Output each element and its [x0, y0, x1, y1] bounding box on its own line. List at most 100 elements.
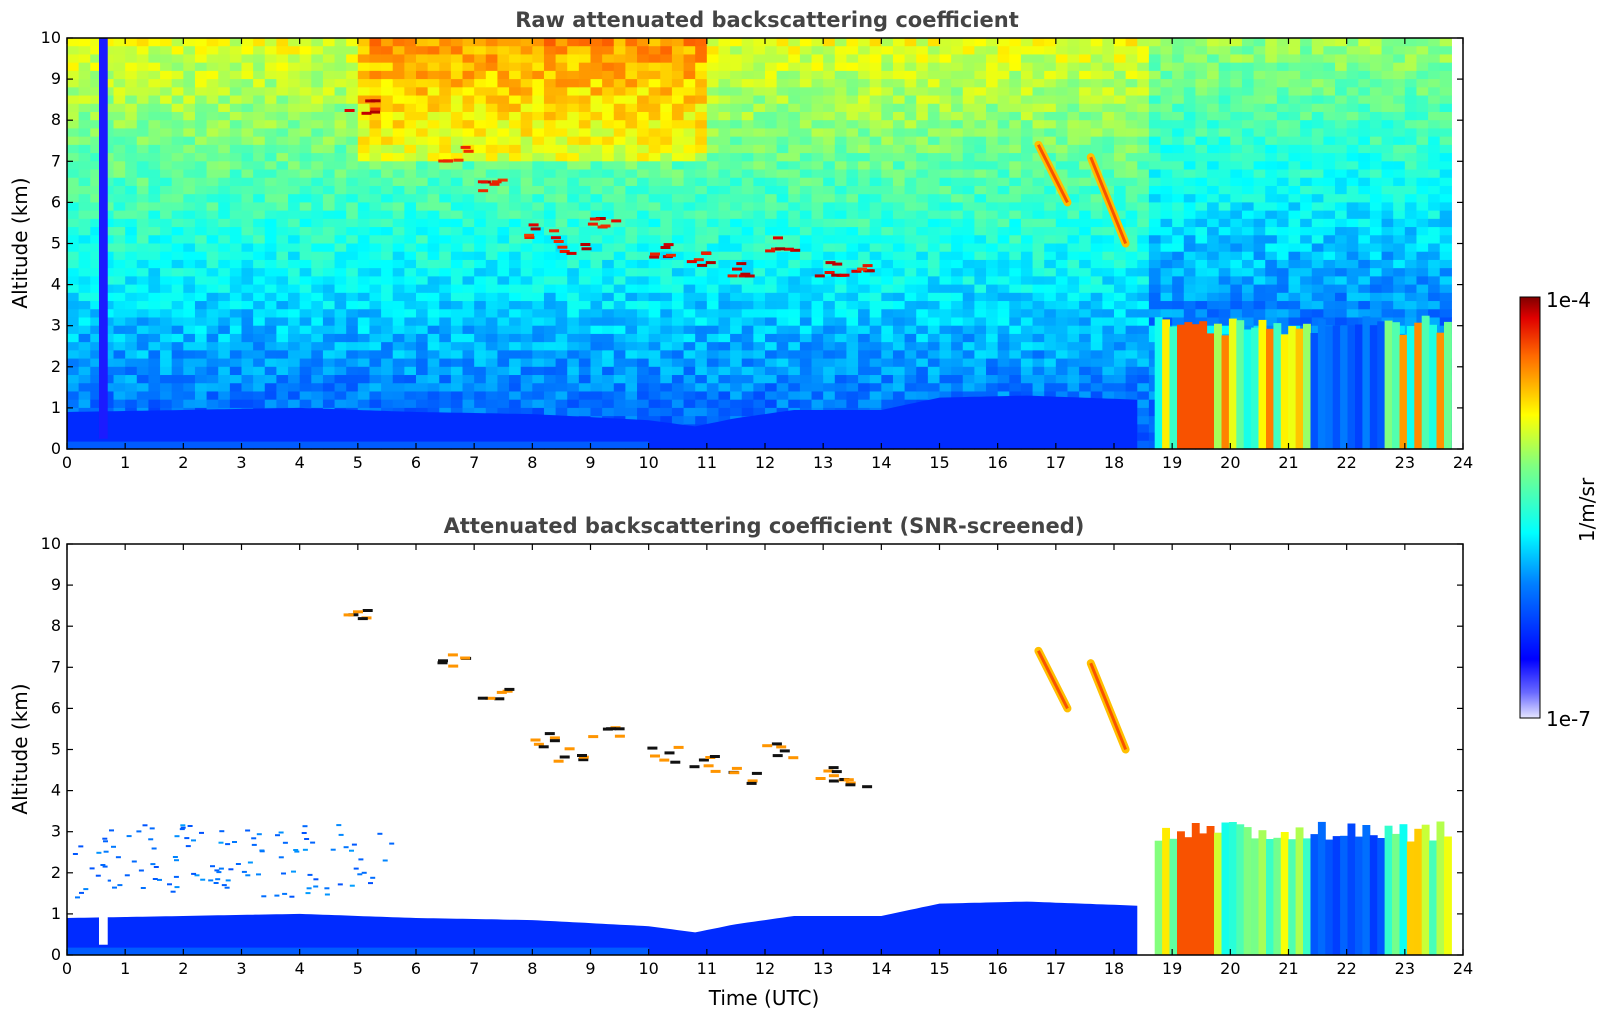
noise-cell [613, 120, 626, 130]
noise-cell [613, 243, 626, 253]
noise-cell [439, 350, 452, 360]
noise-cell [671, 144, 685, 154]
noise-cell [927, 95, 941, 105]
noise-cell [567, 301, 580, 310]
noise-cell [67, 268, 80, 277]
noise-cell [753, 301, 766, 310]
noise-cell [637, 46, 650, 56]
noise-cell [322, 375, 336, 384]
noise-cell [1114, 79, 1127, 88]
noise-cell [1137, 424, 1150, 434]
noise-cell [858, 317, 871, 327]
noise-cell [160, 342, 173, 351]
noise-cell [753, 120, 766, 130]
noise-cell [718, 120, 731, 130]
noise-cell [753, 251, 766, 261]
noise-cell [171, 202, 184, 212]
noise-cell [520, 292, 533, 302]
noise-cell [1183, 276, 1197, 286]
noise-cell [602, 407, 615, 417]
noise-cell [392, 161, 405, 171]
noise-cell [334, 342, 347, 351]
noise-cell [916, 218, 929, 228]
noise-cell [695, 342, 708, 351]
noise-cell [392, 95, 405, 105]
noise-cell [718, 317, 731, 327]
noise-cell [939, 120, 952, 130]
noise-cell [160, 128, 173, 138]
noise-cell [439, 391, 452, 401]
noise-cell [1067, 161, 1080, 171]
noise-cell [369, 46, 382, 56]
noise-cell [381, 251, 394, 261]
noise-cell [1102, 383, 1115, 393]
noise-cell [206, 235, 219, 245]
noise-cell [416, 202, 429, 212]
noise-cell [1020, 301, 1034, 310]
noise-cell [602, 325, 615, 335]
noise-cell [834, 177, 848, 187]
noise-cell [67, 383, 80, 393]
noise-cell [916, 103, 929, 113]
noise-cell [997, 202, 1010, 212]
noise-cell [113, 235, 126, 245]
noise-cell [613, 161, 626, 171]
noise-cell [392, 301, 405, 310]
noise-cell [148, 251, 161, 261]
noise-cell [974, 366, 987, 376]
noise-cell [590, 136, 603, 146]
noise-cell [381, 342, 394, 351]
noise-cell [288, 103, 301, 113]
noise-cell [1102, 350, 1115, 360]
noise-cell [962, 259, 975, 269]
noise-cell [567, 325, 580, 335]
noise-cell [939, 251, 952, 261]
noise-cell [532, 268, 545, 277]
noise-cell [927, 259, 941, 269]
noise-cell [450, 243, 464, 253]
noise-cell [1195, 276, 1208, 286]
noise-cell [1195, 79, 1208, 88]
noise-cell [648, 292, 661, 302]
noise-cell [462, 79, 475, 88]
noise-cell [858, 54, 871, 64]
noise-cell [858, 309, 871, 319]
noise-cell [416, 79, 429, 88]
noise-cell [416, 268, 429, 277]
noise-cell [741, 144, 754, 154]
noise-cell [986, 243, 999, 253]
noise-cell [439, 375, 452, 384]
noise-cell [1160, 218, 1173, 228]
noise-cell [194, 309, 208, 319]
noise-cell [1137, 177, 1150, 187]
noise-cell [160, 399, 173, 409]
noise-cell [450, 325, 464, 335]
noise-cell [171, 120, 184, 130]
noise-cell [543, 333, 557, 343]
noise-cell [1172, 103, 1185, 113]
noise-cell [718, 292, 731, 302]
noise-cell [1207, 243, 1220, 253]
noise-cell [241, 391, 254, 401]
noise-cell [474, 144, 487, 154]
noise-cell [1102, 144, 1115, 154]
noise-cell [1032, 169, 1045, 179]
noise-cell [648, 87, 661, 97]
noise-cell [706, 375, 720, 384]
noise-cell [1195, 95, 1208, 105]
noise-cell [101, 383, 115, 393]
noise-cell [125, 144, 138, 154]
noise-cell [90, 342, 103, 351]
noise-cell [962, 210, 975, 220]
noise-cell [264, 194, 277, 203]
noise-cell [288, 194, 301, 203]
noise-cell [776, 210, 789, 220]
noise-cell [288, 153, 301, 162]
noise-cell [474, 276, 487, 286]
noise-cell [881, 95, 894, 105]
noise-cell [311, 333, 324, 343]
noise-cell [357, 128, 371, 138]
noise-cell [939, 153, 952, 162]
noise-cell [78, 202, 91, 212]
noise-cell [823, 218, 836, 228]
